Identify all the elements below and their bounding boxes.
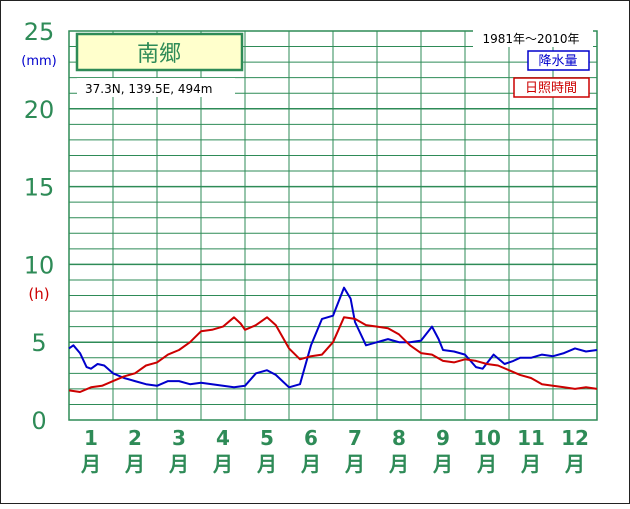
x-tick-number: 9 [436,426,450,450]
x-tick-unit: 月 [476,452,497,476]
x-tick-number: 5 [260,426,274,450]
x-tick-number: 8 [392,426,406,450]
x-tick-number: 4 [216,426,230,450]
x-tick-number: 10 [473,426,501,450]
x-tick-unit: 月 [432,452,453,476]
x-tick-number: 12 [561,426,589,450]
period-label: 1981年〜2010年 [482,32,579,46]
x-tick-number: 7 [348,426,362,450]
legend-box-sunshine [513,77,590,98]
legend-label-sunshine: 日照時間 [525,81,577,96]
y-tick-label: 0 [31,407,46,435]
x-tick-number: 1 [84,426,98,450]
legend-box-precip [527,50,590,71]
y-tick-label: 20 [24,96,55,124]
period-bg [473,30,593,47]
x-tick-unit: 月 [300,452,321,476]
y-tick-label: 5 [31,329,46,357]
x-tick-unit: 月 [520,452,541,476]
series-lines [68,286,598,393]
station-name: 南郷 [137,42,181,67]
x-tick-unit: 月 [168,452,189,476]
x-tick-number: 11 [517,426,545,450]
legend-item-precip: 降水量 [527,50,590,71]
station-location: 37.3N, 139.5E, 494m [85,82,212,96]
station-box-bg [75,32,244,72]
x-tick-unit: 月 [388,452,409,476]
x-tick-unit: 月 [256,452,277,476]
precip-unit-label: (mm) [21,54,56,69]
x-tick-number: 2 [128,426,142,450]
y-tick-label: 15 [24,174,55,202]
legend-item-sunshine: 日照時間 [513,77,590,98]
x-tick-unit: 月 [124,452,145,476]
x-tick-number: 3 [172,426,186,450]
x-tick-unit: 月 [344,452,365,476]
location-bg [77,78,235,97]
x-tick-unit: 月 [80,452,101,476]
station-box: 南郷 [75,32,244,72]
series-line-sunshine [68,316,598,393]
sunshine-unit-label: (h) [28,285,49,303]
legend-label-precip: 降水量 [538,54,577,69]
legend: 降水量 日照時間 [513,50,590,98]
y-tick-label: 10 [24,251,55,279]
x-tick-unit: 月 [564,452,585,476]
series-line-precipitation [68,286,598,389]
y-axis-ticks: 0 5 10 15 20 25 [24,18,55,435]
y-tick-label: 25 [24,18,55,46]
x-tick-number: 6 [304,426,318,450]
x-tick-unit: 月 [212,452,233,476]
